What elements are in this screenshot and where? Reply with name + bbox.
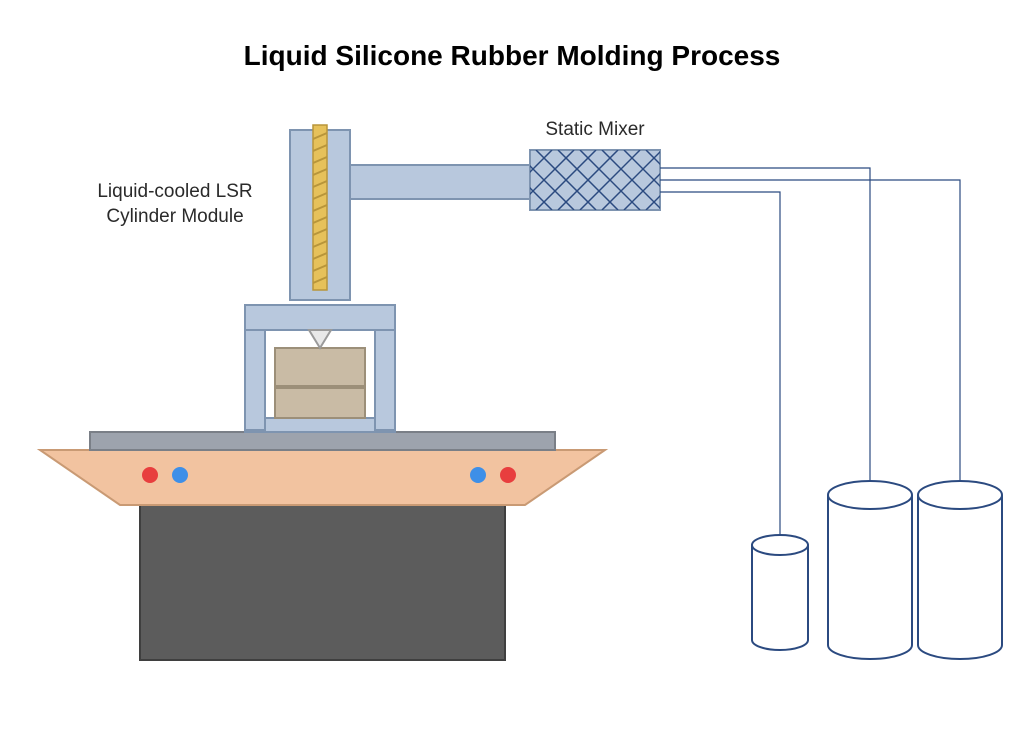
drum-a-top [828, 481, 912, 509]
indicator-dot-2 [470, 467, 486, 483]
indicator-dot-3 [500, 467, 516, 483]
diagram-svg [0, 0, 1024, 733]
feed-pipe [660, 192, 780, 545]
horizontal-arm [350, 165, 530, 199]
diagram-canvas: Liquid Silicone Rubber Molding Process L… [0, 0, 1024, 733]
press-top [245, 305, 395, 330]
static-mixer [530, 150, 660, 210]
feed-pipe [660, 180, 960, 495]
drum-color-top [752, 535, 808, 555]
table-body [40, 450, 605, 505]
injection-nozzle [309, 330, 331, 348]
drum-b-top [918, 481, 1002, 509]
table-top [90, 432, 555, 450]
drum-b-body [918, 495, 1002, 659]
mould-bottom [275, 388, 365, 418]
mould-top [275, 348, 365, 386]
drum-a-body [828, 495, 912, 659]
press-left [245, 330, 265, 430]
drum-color-body [752, 545, 808, 650]
indicator-dot-0 [142, 467, 158, 483]
press-right [375, 330, 395, 430]
press-bottom [245, 418, 395, 432]
feed-pipe [660, 168, 870, 495]
machine-base [140, 505, 505, 660]
indicator-dot-1 [172, 467, 188, 483]
